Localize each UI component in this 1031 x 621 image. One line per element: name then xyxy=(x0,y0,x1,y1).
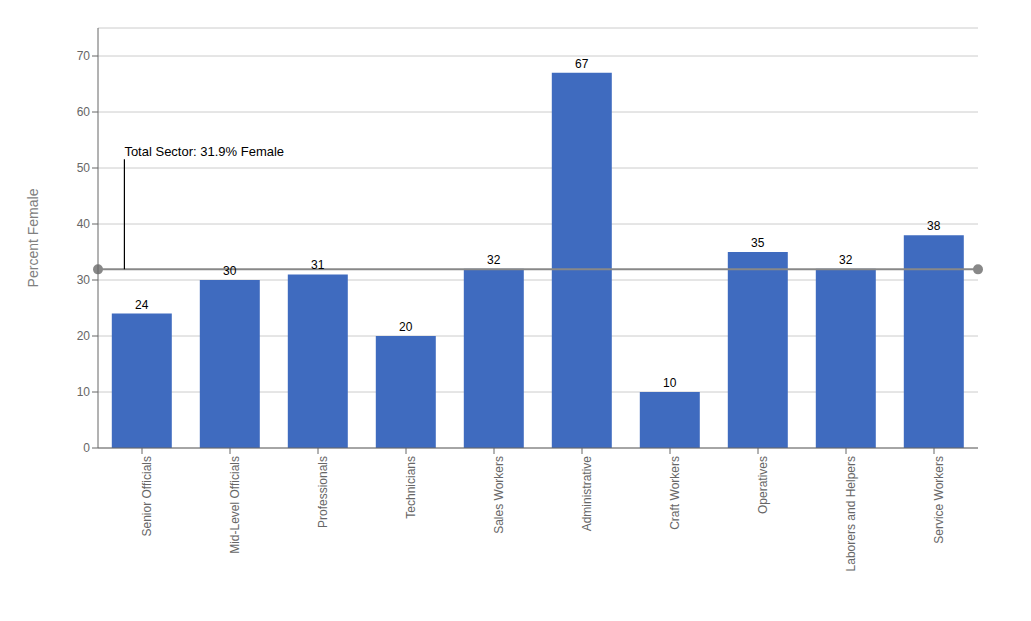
svg-text:Total Sector: 31.9% Female: Total Sector: 31.9% Female xyxy=(124,144,284,159)
svg-text:Service Workers: Service Workers xyxy=(932,456,946,544)
svg-text:35: 35 xyxy=(751,236,765,250)
svg-text:0: 0 xyxy=(83,441,90,455)
svg-text:50: 50 xyxy=(77,161,91,175)
svg-text:67: 67 xyxy=(575,57,589,71)
svg-text:Sales Workers: Sales Workers xyxy=(492,456,506,534)
svg-text:Technicians: Technicians xyxy=(404,456,418,519)
svg-text:Professionals: Professionals xyxy=(316,456,330,528)
svg-text:60: 60 xyxy=(77,105,91,119)
svg-text:Administrative: Administrative xyxy=(580,456,594,532)
svg-text:40: 40 xyxy=(77,217,91,231)
svg-text:32: 32 xyxy=(487,253,501,267)
svg-text:Laborers and Helpers: Laborers and Helpers xyxy=(844,456,858,571)
svg-text:30: 30 xyxy=(77,273,91,287)
svg-text:30: 30 xyxy=(223,264,237,278)
svg-text:32: 32 xyxy=(839,253,853,267)
svg-text:Senior Officials: Senior Officials xyxy=(140,456,154,536)
svg-text:Operatives: Operatives xyxy=(756,456,770,514)
svg-text:20: 20 xyxy=(399,320,413,334)
svg-text:38: 38 xyxy=(927,219,941,233)
svg-text:Craft Workers: Craft Workers xyxy=(668,456,682,530)
svg-text:10: 10 xyxy=(77,385,91,399)
svg-text:70: 70 xyxy=(77,49,91,63)
svg-text:20: 20 xyxy=(77,329,91,343)
svg-text:24: 24 xyxy=(135,298,149,312)
svg-text:10: 10 xyxy=(663,376,677,390)
svg-text:Mid-Level Officials: Mid-Level Officials xyxy=(228,456,242,554)
svg-text:31: 31 xyxy=(311,258,325,272)
svg-text:Percent Female: Percent Female xyxy=(25,188,41,287)
